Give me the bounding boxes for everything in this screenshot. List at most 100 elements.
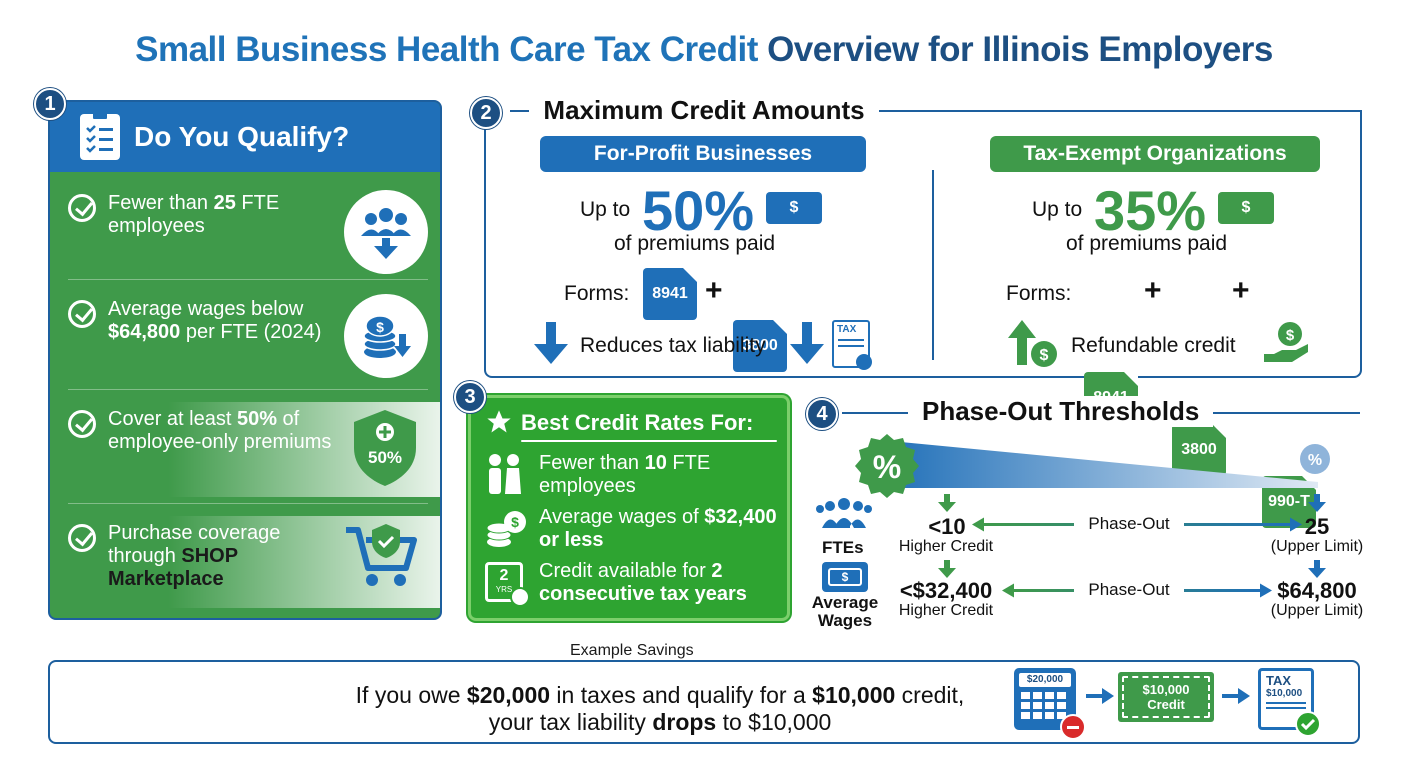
fte-high-sub: (Upper Limit) [1270, 538, 1364, 555]
exempt-forms-label: Forms: [1006, 282, 1072, 305]
people-icon [485, 452, 523, 501]
arrow-down-small-icon [938, 560, 956, 583]
exempt-sub: of premiums paid [1066, 232, 1228, 255]
coins-down-icon: $ [344, 294, 428, 378]
divider [932, 170, 934, 360]
best-rate-row: Average wages of $32,400 or less [539, 506, 777, 551]
shopping-cart-icon [342, 516, 422, 596]
svg-text:%: % [873, 449, 901, 485]
plus-icon: + [1232, 274, 1250, 307]
shield-icon: 50% [350, 408, 420, 488]
svg-text:$: $ [1286, 327, 1295, 344]
qualify-item-text: Fewer than 25 FTE employees [108, 192, 280, 237]
plus-icon: + [705, 274, 723, 307]
exempt-up-to: Up to [1032, 198, 1083, 221]
calculator-icon: $20,000 [1014, 668, 1086, 740]
qualify-item: Average wages below $64,800 per FTE (202… [68, 294, 428, 390]
section-2-number: 2 [470, 97, 502, 129]
qualify-item-text: Average wages below $64,800 per FTE (202… [108, 298, 322, 343]
arrow-up-money-icon: $ [1008, 318, 1062, 373]
cash-stack-icon: $ [822, 562, 868, 592]
title-main: Small Business Health Care Tax Credit [135, 30, 758, 69]
money-icon: $ [1218, 192, 1274, 224]
example-savings-heading: Example Savings [570, 642, 694, 659]
title-suffix: Overview for Illinois Employers [757, 30, 1273, 69]
wage-high-sub: (Upper Limit) [1270, 602, 1364, 619]
forprofit-label: For-Profit Businesses [540, 136, 866, 172]
fte-low: <10 [928, 514, 966, 539]
exempt-note: Refundable credit [1071, 334, 1236, 357]
qualify-item-text: Purchase coverage through SHOP Marketpla… [108, 522, 281, 590]
svg-text:$: $ [376, 319, 384, 335]
team-icon [814, 496, 874, 535]
qualify-item-text: Cover at least 50% of employee-only prem… [108, 408, 332, 453]
tax-document-icon: TAX $10,000 [1258, 668, 1321, 737]
credit-ticket-icon: $10,000 Credit [1118, 672, 1214, 722]
best-rate-row: Credit available for 2 consecutive tax y… [539, 560, 747, 605]
fte-phaseout-label: Phase-Out [1074, 514, 1184, 534]
fte-high: 25 [1304, 514, 1330, 539]
svg-text:$: $ [1040, 347, 1049, 364]
star-icon [485, 408, 513, 441]
qualify-item: Purchase coverage through SHOP Marketpla… [50, 516, 440, 614]
arrow-right-icon [1086, 688, 1114, 709]
coins-icon: $ [485, 508, 527, 553]
calendar-icon: 2 YRS [485, 562, 530, 607]
forprofit-forms-label: Forms: [564, 282, 630, 305]
credit-amounts-heading: Maximum Credit Amounts [529, 95, 879, 126]
best-rate-row: Fewer than 10 FTE employees [539, 452, 711, 497]
best-rates-heading: Best Credit Rates For: [521, 410, 754, 435]
example-savings-panel [48, 660, 1360, 744]
forprofit-up-to: Up to [580, 198, 631, 221]
forprofit-percent: 50% [642, 179, 755, 242]
page-title: Small Business Health Care Tax Credit Ov… [0, 30, 1408, 70]
fte-low-sub: Higher Credit [898, 538, 994, 555]
wage-low: <$32,400 [899, 578, 993, 603]
arrow-down-icon [534, 322, 568, 371]
phaseout-heading: Phase-Out Thresholds [908, 396, 1214, 427]
section-4-number: 4 [806, 398, 838, 430]
phaseout-gradient [880, 436, 1318, 496]
form-8941-icon: 8941 [643, 268, 697, 320]
plus-icon: + [1144, 274, 1162, 307]
credit-amounts-panel [484, 110, 1362, 378]
arrow-right-icon [1222, 688, 1250, 709]
exempt-percent: 35% [1094, 179, 1207, 242]
exempt-label: Tax-Exempt Organizations [990, 136, 1320, 172]
money-icon: $ [766, 192, 822, 224]
wage-high: $64,800 [1277, 578, 1357, 603]
qualify-panel: Do You Qualify? Fewer than 25 FTE employ… [48, 100, 442, 620]
wages-label: Average Wages [811, 593, 879, 630]
qualify-item: Fewer than 25 FTE employees [68, 190, 428, 280]
checklist-icon [80, 111, 120, 160]
svg-text:%: % [1308, 452, 1322, 469]
qualify-heading: Do You Qualify? [134, 121, 350, 152]
qualify-item: Cover at least 50% of employee-only prem… [50, 402, 440, 504]
wage-low-sub: Higher Credit [898, 602, 994, 619]
arrow-down-icon [790, 322, 824, 371]
shield-label: 50% [367, 448, 403, 467]
forprofit-sub: of premiums paid [614, 232, 776, 255]
wage-phaseout-label: Phase-Out [1074, 580, 1184, 600]
hand-money-icon: $ [1262, 320, 1312, 373]
arrow-down-small-icon [1308, 560, 1326, 583]
percent-badge-icon: % [852, 432, 922, 502]
arrow-down-small-icon [1308, 494, 1326, 517]
check-icon [68, 410, 96, 438]
employees-down-icon [344, 190, 428, 274]
check-icon [68, 194, 96, 222]
qualify-header: Do You Qualify? [50, 102, 440, 172]
tax-document-icon: TAX [832, 320, 872, 370]
arrow-down-small-icon [938, 494, 956, 517]
check-icon [68, 524, 96, 552]
form-3800-icon: 3800 [1172, 424, 1226, 476]
forprofit-note: Reduces tax liability [580, 334, 766, 357]
section-3-number: 3 [454, 381, 486, 413]
check-icon [68, 300, 96, 328]
ftes-label: FTEs [822, 538, 864, 557]
form-3800-icon: 3800 [733, 320, 787, 372]
best-rates-panel: Best Credit Rates For: Fewer than 10 FTE… [468, 395, 790, 621]
example-savings-text: If you owe $20,000 in taxes and qualify … [355, 682, 965, 735]
percent-small-badge-icon: % [1298, 442, 1332, 476]
svg-text:$: $ [511, 514, 519, 530]
